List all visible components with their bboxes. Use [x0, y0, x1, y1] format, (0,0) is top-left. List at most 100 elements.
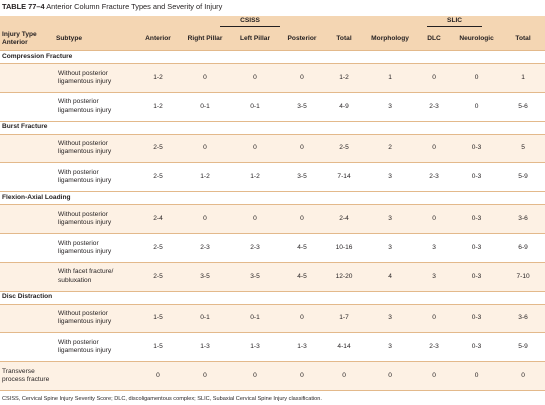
value-cell: 2-3 — [416, 91, 453, 122]
table-label: TABLE 77–4 — [2, 2, 45, 11]
section-title: Burst Fracture — [0, 120, 545, 135]
slic-group-header: SLIC — [364, 16, 545, 28]
subtype-cell — [54, 361, 136, 391]
value-cell: 0 — [452, 63, 502, 93]
csiss-group-header: CSISS — [136, 16, 365, 28]
value-cell: 0-3 — [452, 332, 502, 362]
value-cell: 2 — [364, 133, 417, 163]
subtype-cell: Without posterior ligamentous injury — [54, 63, 136, 93]
section-row: Compression Fracture — [0, 50, 545, 64]
value-cell: 5-6 — [501, 91, 545, 122]
group-header-row: CSISS SLIC — [0, 16, 545, 28]
value-cell: 1 — [501, 63, 545, 93]
value-cell: 3-5 — [280, 162, 324, 192]
section-title: Compression Fracture — [0, 50, 545, 64]
value-cell: 0-1 — [180, 303, 230, 333]
header-anterior: Anterior — [136, 28, 180, 51]
table-row: Without posterior ligamentous injury 2-5… — [0, 133, 545, 163]
header-posterior: Posterior — [280, 28, 324, 51]
value-cell: 1-2 — [230, 162, 280, 192]
value-cell: 0 — [180, 204, 230, 234]
value-cell: 3 — [416, 261, 453, 292]
subtype-cell: Without posterior ligamentous injury — [54, 303, 136, 333]
value-cell: 2-5 — [136, 232, 180, 263]
value-cell: 0 — [280, 63, 324, 93]
subtype-cell: With posterior ligamentous injury — [54, 162, 136, 192]
section-row: Burst Fracture — [0, 120, 545, 135]
table-row: Transverse process fracture 0 0 0 0 0 0 … — [0, 361, 545, 391]
value-cell: 3-6 — [501, 303, 545, 333]
value-cell: 0-3 — [452, 261, 502, 292]
value-cell: 0-1 — [180, 91, 230, 122]
value-cell: 2-4 — [324, 204, 365, 234]
value-cell: 0 — [280, 204, 324, 234]
value-cell: 2-3 — [230, 232, 280, 263]
header-morphology: Morphology — [364, 28, 417, 51]
value-cell: 0 — [324, 361, 365, 391]
section-row: Disc Distraction — [0, 290, 545, 305]
value-cell: 0 — [280, 303, 324, 333]
value-cell: 0 — [416, 361, 453, 391]
value-cell: 0 — [180, 361, 230, 391]
table-footnote: CSISS, Cervical Spine Injury Severity Sc… — [2, 396, 322, 402]
subtype-cell: Without posterior ligamentous injury — [54, 133, 136, 163]
value-cell: 7-14 — [324, 162, 365, 192]
value-cell: 4-5 — [280, 261, 324, 292]
value-cell: 1-2 — [324, 63, 365, 93]
value-cell: 1-5 — [136, 303, 180, 333]
header-neurologic: Neurologic — [452, 28, 502, 51]
header-slic-total: Total — [501, 28, 545, 51]
table-title: Anterior Column Fracture Types and Sever… — [46, 2, 223, 11]
value-cell: 0 — [230, 361, 280, 391]
table-row: Without posterior ligamentous injury 2-4… — [0, 204, 545, 234]
value-cell: 2-4 — [136, 204, 180, 234]
value-cell: 0 — [136, 361, 180, 391]
value-cell: 3 — [416, 232, 453, 263]
value-cell: 0 — [230, 133, 280, 163]
value-cell: 3 — [364, 204, 417, 234]
value-cell: 0 — [416, 133, 453, 163]
value-cell: 3 — [364, 232, 417, 263]
value-cell: 0 — [280, 133, 324, 163]
value-cell: 1-2 — [180, 162, 230, 192]
value-cell: 12-20 — [324, 261, 365, 292]
value-cell: 0-3 — [452, 303, 502, 333]
section-title: Disc Distraction — [0, 290, 545, 305]
table-row: Without posterior ligamentous injury 1-2… — [0, 63, 545, 93]
value-cell: 0 — [280, 361, 324, 391]
value-cell: 3 — [364, 332, 417, 362]
value-cell: 3 — [364, 162, 417, 192]
value-cell: 0-3 — [452, 232, 502, 263]
value-cell: 3 — [364, 303, 417, 333]
table-row: Without posterior ligamentous injury 1-5… — [0, 303, 545, 333]
section-row: Flexion-Axial Loading — [0, 191, 545, 205]
value-cell: 1-5 — [136, 332, 180, 362]
injury-type-cell: Transverse process fracture — [0, 361, 54, 391]
value-cell: 1-2 — [136, 63, 180, 93]
value-cell: 3 — [364, 91, 417, 122]
value-cell: 2-3 — [416, 162, 453, 192]
value-cell: 2-3 — [416, 332, 453, 362]
header-injury-type: Injury Type Anterior — [0, 28, 54, 51]
value-cell: 4-14 — [324, 332, 365, 362]
header-right-pillar: Right Pillar — [180, 28, 230, 51]
value-cell: 5-9 — [501, 162, 545, 192]
value-cell: 0-1 — [230, 91, 280, 122]
subtype-cell: With posterior ligamentous injury — [54, 232, 136, 263]
value-cell: 2-5 — [324, 133, 365, 163]
value-cell: 1 — [364, 63, 417, 93]
table-caption: TABLE 77–4 Anterior Column Fracture Type… — [2, 2, 222, 11]
value-cell: 2-5 — [136, 133, 180, 163]
table-row: With posterior ligamentous injury 1-5 1-… — [0, 332, 545, 362]
table-row: With facet fracture/ subluxation 2-5 3-5… — [0, 261, 545, 292]
subtype-cell: With facet fracture/ subluxation — [54, 261, 136, 292]
value-cell: 0 — [416, 303, 453, 333]
subtype-cell: With posterior ligamentous injury — [54, 91, 136, 122]
header-subtype: Subtype — [54, 28, 136, 51]
header-csiss-total: Total — [324, 28, 365, 51]
value-cell: 6-9 — [501, 232, 545, 263]
value-cell: 0 — [501, 361, 545, 391]
value-cell: 0-3 — [452, 133, 502, 163]
table-row: With posterior ligamentous injury 2-5 2-… — [0, 232, 545, 263]
fracture-table: CSISS SLIC Injury Type Anterior Subtype … — [0, 16, 545, 391]
